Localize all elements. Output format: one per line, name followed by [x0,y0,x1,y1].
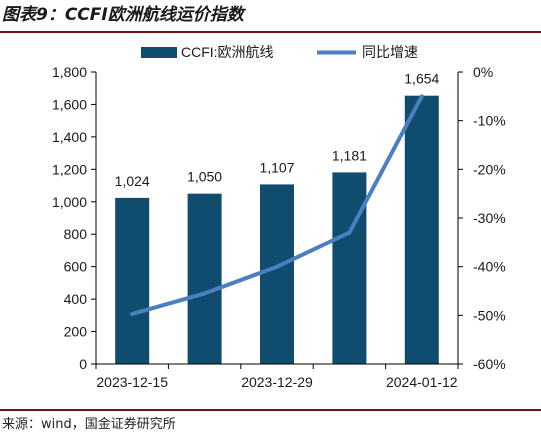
growth-line-path [130,94,424,316]
x-tick-label: 2024-01-12 [386,374,458,390]
right-tick-label: -20% [473,161,506,177]
bar [404,95,439,364]
growth-line [130,94,424,316]
left-tick-label: 0 [79,356,87,372]
legend-label-bar: CCFI:欧洲航线 [181,44,274,60]
right-tick-label: -50% [473,307,506,323]
chart-title: 图表9：CCFI欧洲航线运价指数 [2,5,244,25]
right-tick-label: -60% [473,356,506,372]
bar-data-label: 1,050 [187,169,222,185]
title-rule [0,31,541,33]
legend: CCFI:欧洲航线 同比增速 [141,44,418,60]
left-tick-label: 200 [64,324,88,340]
bar-labels: 1,024 1,050 1,107 1,181 1,654 [115,71,440,189]
x-axis: 2023-12-15 2023-12-29 2024-01-12 [95,363,459,390]
right-tick-label: -10% [473,113,506,129]
bar-data-label: 1,654 [404,71,439,87]
bar [332,172,367,364]
x-tick-label: 2023-12-29 [241,374,313,390]
left-axis: 0 200 400 600 800 1,000 1,200 1,400 1,600 1,800 [52,64,97,372]
left-tick-label: 600 [64,259,88,275]
bar [187,193,222,364]
left-tick-label: 1,600 [52,96,87,112]
left-tick-label: 1,400 [52,129,87,145]
left-tick-label: 1,200 [52,161,87,177]
right-tick-label: 0% [473,64,493,80]
left-tick-label: 800 [64,226,88,242]
bar [260,184,294,364]
left-tick-label: 400 [64,291,88,307]
legend-label-line: 同比增速 [362,44,418,60]
footer-rule [0,409,541,411]
right-tick-label: -40% [473,259,506,275]
right-tick-label: -30% [473,210,506,226]
chart: CCFI:欧洲航线 同比增速 0 200 400 600 800 1,000 1,200 1,4… [52,44,506,390]
bar-data-label: 1,181 [332,147,367,163]
bar-data-label: 1,024 [115,173,150,189]
bars [115,95,439,364]
right-axis: -60% -50% -40% -30% -20% -10% 0% [457,64,506,372]
bar-data-label: 1,107 [259,159,294,175]
left-tick-label: 1,000 [52,194,87,210]
source-note: 来源：wind，国金证券研究所 [2,417,176,432]
x-tick-label: 2023-12-15 [96,374,168,390]
bar [115,197,150,364]
left-tick-label: 1,800 [52,64,87,80]
legend-swatch-bar [141,47,177,58]
